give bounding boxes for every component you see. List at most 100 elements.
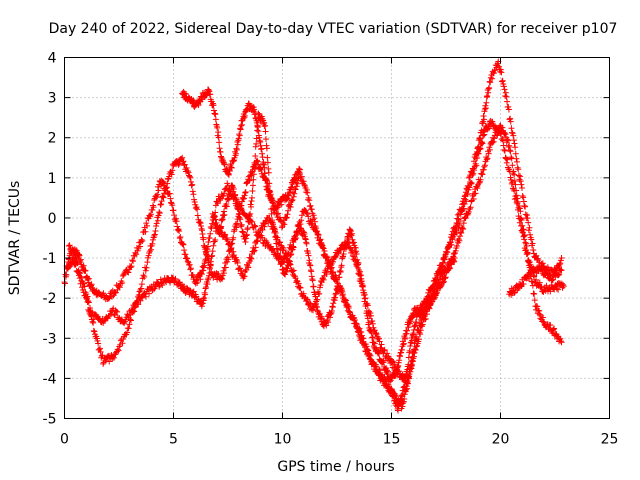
series-track-f — [506, 255, 565, 299]
data-point — [511, 289, 518, 296]
data-point — [153, 194, 160, 201]
data-point — [129, 257, 136, 264]
data-point — [247, 210, 254, 217]
data-point — [373, 331, 380, 338]
data-point — [135, 245, 142, 252]
data-point — [248, 203, 255, 210]
data-point — [301, 181, 308, 188]
data-point — [252, 109, 259, 116]
data-point — [484, 155, 491, 162]
data-point — [271, 249, 278, 256]
data-point — [413, 319, 420, 326]
data-point — [75, 269, 82, 276]
data-point — [558, 267, 565, 274]
data-point — [153, 220, 160, 227]
data-point — [553, 285, 560, 292]
data-point — [511, 140, 518, 147]
data-point — [94, 337, 101, 344]
data-point — [460, 200, 467, 207]
data-point — [153, 222, 160, 229]
data-point — [85, 275, 92, 282]
data-point — [457, 206, 464, 213]
data-point — [133, 251, 140, 258]
data-point — [521, 232, 528, 239]
data-point — [509, 162, 516, 169]
data-point — [531, 291, 538, 298]
data-point — [306, 197, 313, 204]
data-point — [505, 143, 512, 150]
x-tick-label: 10 — [274, 432, 292, 448]
data-point — [334, 287, 341, 294]
data-point — [462, 192, 469, 199]
data-point — [480, 166, 487, 173]
data-point — [240, 195, 247, 202]
data-point — [114, 308, 121, 315]
data-point — [80, 289, 87, 296]
data-point — [232, 150, 239, 157]
data-point — [262, 128, 269, 135]
data-point — [464, 186, 471, 193]
data-point — [159, 178, 166, 185]
data-point — [419, 321, 426, 328]
data-point — [510, 137, 517, 144]
data-point — [447, 239, 454, 246]
data-point — [369, 318, 376, 325]
data-point — [90, 327, 97, 334]
data-point — [529, 282, 536, 289]
data-point — [143, 220, 150, 227]
data-point — [258, 166, 265, 173]
data-point — [510, 168, 517, 175]
x-tick-label: 25 — [601, 432, 619, 448]
data-point — [181, 247, 188, 254]
data-point — [184, 168, 191, 175]
data-point — [479, 171, 486, 178]
data-point — [202, 291, 209, 298]
data-point — [191, 294, 198, 301]
data-point — [468, 179, 475, 186]
y-tick-label: -5 — [43, 412, 57, 428]
data-point — [502, 93, 509, 100]
data-point — [524, 250, 531, 257]
data-point — [290, 193, 297, 200]
data-point — [353, 321, 360, 328]
data-point — [247, 172, 254, 179]
x-tick-label: 15 — [383, 432, 401, 448]
data-point — [261, 223, 268, 230]
data-point — [189, 188, 196, 195]
data-point — [457, 233, 464, 240]
data-point — [173, 218, 180, 225]
data-point — [156, 210, 163, 217]
data-point — [503, 159, 510, 166]
data-point — [507, 148, 514, 155]
data-point — [319, 315, 326, 322]
x-tick-labels: 0 5 10 15 20 25 — [60, 432, 618, 448]
data-point — [126, 321, 133, 328]
data-point — [163, 184, 170, 191]
data-point — [424, 307, 431, 314]
data-point — [164, 176, 171, 183]
data-point — [408, 362, 415, 369]
data-point — [264, 159, 271, 166]
data-point — [232, 191, 239, 198]
data-point — [280, 220, 287, 227]
data-point — [250, 171, 257, 178]
data-point — [180, 158, 187, 165]
data-point — [518, 181, 525, 188]
data-point — [264, 154, 271, 161]
data-point — [142, 293, 149, 300]
data-point — [254, 127, 261, 134]
data-point — [288, 197, 295, 204]
data-point — [550, 326, 557, 333]
data-point — [486, 146, 493, 153]
data-point — [84, 298, 91, 305]
data-point — [487, 74, 494, 81]
data-point — [512, 181, 519, 188]
data-point — [225, 171, 232, 178]
data-point — [72, 261, 79, 268]
data-point — [255, 233, 262, 240]
data-point — [558, 339, 565, 346]
data-point — [412, 346, 419, 353]
data-point — [194, 206, 201, 213]
data-point — [296, 284, 303, 291]
data-point — [98, 352, 105, 359]
